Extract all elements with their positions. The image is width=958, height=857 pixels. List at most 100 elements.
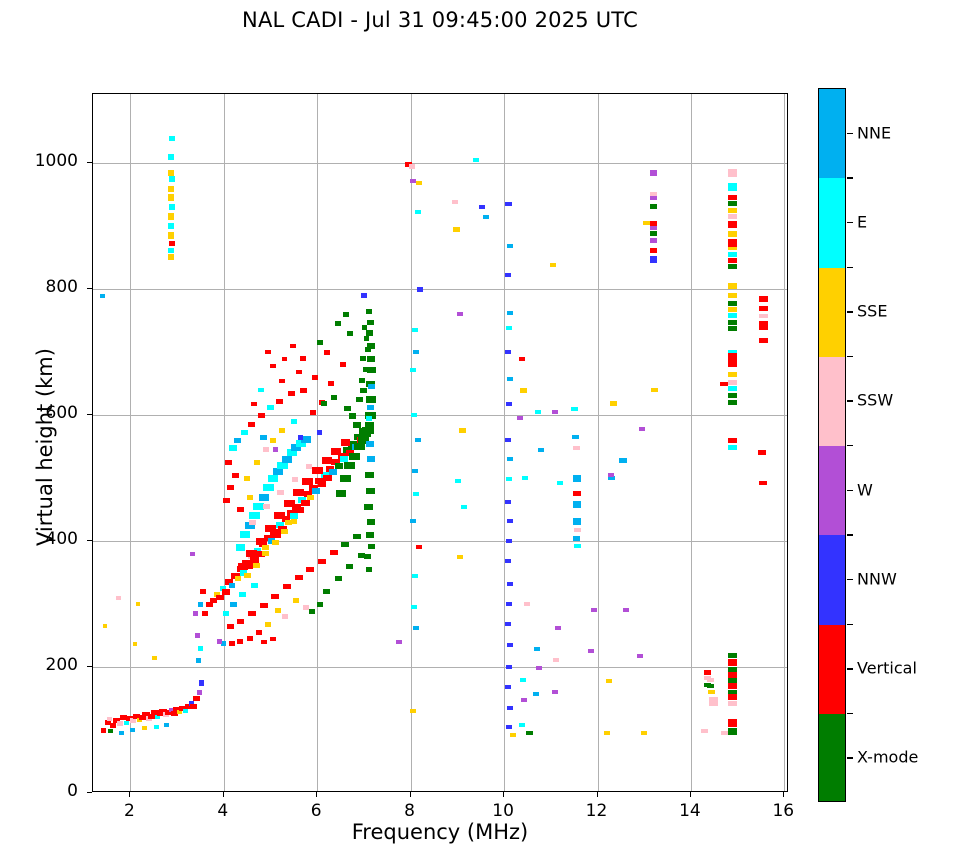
- colorbar[interactable]: [818, 88, 846, 802]
- echo-point: [262, 484, 274, 492]
- y-tick: [87, 792, 92, 793]
- echo-point: [312, 487, 321, 494]
- echo-point: [727, 658, 737, 666]
- echo-point: [130, 728, 136, 732]
- echo-point: [758, 338, 768, 344]
- echo-point: [262, 551, 270, 557]
- colorbar-label-nnw: NNW: [857, 569, 897, 589]
- echo-point: [279, 428, 286, 434]
- colorbar-band-w[interactable]: [819, 446, 845, 536]
- echo-point: [223, 611, 230, 616]
- echo-point: [146, 716, 153, 722]
- echo-point: [198, 679, 204, 686]
- echo-point: [167, 232, 174, 240]
- colorbar-band-e[interactable]: [819, 178, 845, 268]
- echo-point: [281, 455, 292, 463]
- echo-point: [299, 387, 307, 393]
- echo-point: [557, 481, 564, 486]
- plot-area[interactable]: [92, 93, 788, 792]
- echo-point: [291, 444, 302, 452]
- echo-point: [410, 519, 416, 523]
- echo-point: [237, 639, 244, 645]
- echo-point: [276, 398, 284, 404]
- echo-point: [506, 311, 513, 316]
- x-tick-label: 4: [217, 801, 229, 821]
- echo-point: [728, 300, 738, 306]
- gridline-vertical: [784, 94, 786, 791]
- echo-point: [227, 485, 235, 491]
- echo-point: [279, 378, 286, 383]
- echo-point: [112, 718, 120, 724]
- echo-point: [367, 342, 376, 349]
- echo-point: [177, 709, 183, 714]
- colorbar-tick: [847, 578, 853, 581]
- colorbar-label-e: E: [857, 212, 868, 232]
- echo-point: [246, 636, 253, 642]
- echo-point: [253, 547, 261, 554]
- echo-point: [286, 449, 297, 457]
- echo-point: [173, 706, 182, 712]
- echo-point: [255, 537, 267, 545]
- colorbar-band-ssw[interactable]: [819, 356, 845, 447]
- echo-point: [519, 677, 526, 682]
- colorbar-band-nnw[interactable]: [819, 535, 845, 625]
- echo-point: [538, 447, 545, 452]
- echo-point: [265, 350, 272, 355]
- echo-point: [222, 588, 231, 595]
- colorbar-band-vertical[interactable]: [819, 624, 845, 715]
- echo-point: [728, 379, 738, 385]
- echo-point: [727, 678, 737, 684]
- colorbar-band-nne[interactable]: [819, 89, 845, 179]
- echo-point: [536, 666, 543, 671]
- echo-point: [727, 437, 737, 443]
- gridline-horizontal: [93, 289, 787, 291]
- echo-point: [267, 405, 274, 411]
- echo-point: [727, 671, 737, 678]
- colorbar-band-sse[interactable]: [819, 267, 845, 358]
- echo-point: [170, 710, 178, 716]
- echo-point: [317, 558, 326, 564]
- echo-point: [410, 367, 416, 372]
- echo-point: [294, 575, 303, 581]
- echo-point: [506, 244, 513, 249]
- echo-point: [153, 724, 159, 729]
- echo-point: [728, 283, 738, 290]
- echo-point: [302, 604, 309, 610]
- echo-point: [504, 685, 511, 690]
- echo-point: [229, 444, 238, 451]
- echo-point: [478, 205, 485, 210]
- echo-point: [118, 730, 124, 735]
- echo-point: [550, 263, 557, 268]
- gridline-vertical: [223, 94, 225, 791]
- echo-point: [307, 494, 315, 500]
- echo-point: [269, 437, 276, 443]
- echo-point: [167, 247, 174, 253]
- echo-point: [331, 459, 341, 466]
- x-tick: [689, 792, 691, 797]
- echo-point: [309, 484, 318, 491]
- data-points-layer: [93, 94, 787, 791]
- echo-point: [135, 602, 140, 607]
- echo-point: [246, 550, 258, 558]
- echo-point: [241, 430, 249, 436]
- echo-point: [282, 356, 287, 361]
- echo-point: [260, 434, 267, 440]
- echo-point: [259, 602, 268, 608]
- echo-point: [358, 552, 366, 558]
- echo-point: [608, 476, 615, 481]
- colorbar-boundary-tick: [847, 355, 853, 358]
- echo-point: [321, 457, 332, 464]
- echo-point: [728, 386, 738, 392]
- x-tick: [596, 792, 598, 797]
- echo-point: [533, 647, 540, 652]
- echo-point: [505, 665, 512, 670]
- colorbar-band-x-mode[interactable]: [819, 713, 845, 801]
- echo-point: [728, 400, 738, 406]
- echo-point: [348, 440, 358, 447]
- echo-point: [452, 200, 458, 205]
- echo-point: [458, 428, 466, 434]
- echo-point: [505, 724, 512, 729]
- echo-point: [197, 645, 203, 651]
- echo-point: [281, 529, 288, 535]
